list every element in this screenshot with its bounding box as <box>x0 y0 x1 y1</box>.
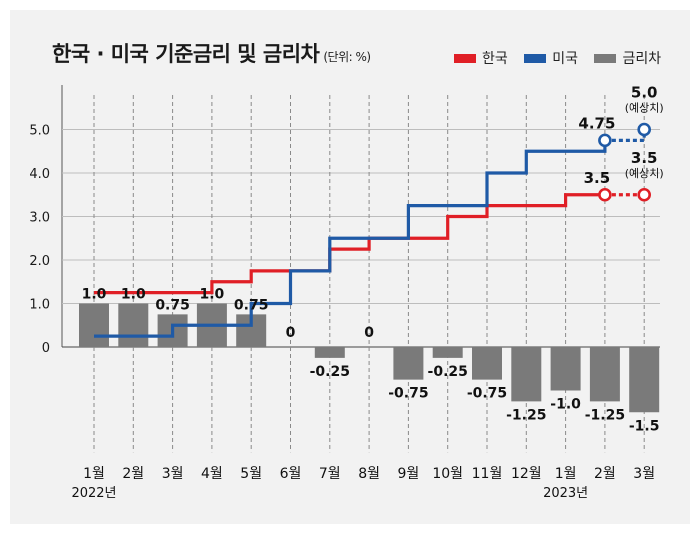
spread-bar <box>629 347 660 413</box>
spread-bar <box>472 347 502 380</box>
legend-label-us: 미국 <box>552 51 578 67</box>
spread-value-label: 1.0 <box>121 287 146 303</box>
x-tick-label: 3월 <box>633 466 655 482</box>
rate-marker-korea <box>637 187 652 202</box>
x-tick-label: 9월 <box>398 466 420 482</box>
legend-item-korea: 한국 <box>454 48 508 68</box>
spread-bar <box>511 347 542 402</box>
legend: 한국 미국 금리차 <box>454 48 673 68</box>
rate-line-korea <box>94 193 605 295</box>
y-tick-label: 5.0 <box>29 124 50 139</box>
year-label: 2023년 <box>543 486 588 501</box>
annotation-note-us: (예상치) <box>625 102 664 115</box>
unit-label: (단위: %) <box>323 50 371 64</box>
chart-title: 한국 · 미국 기준금리 및 금리차 (단위: %) <box>52 38 371 68</box>
y-tick-label: 3.0 <box>29 211 50 226</box>
annotation-value-korea: 3.5 <box>631 149 658 167</box>
annotation-value-us: 5.0 <box>631 84 658 102</box>
x-tick-label: 2월 <box>594 466 616 482</box>
spread-bar <box>432 347 463 358</box>
spread-value-label: 0.75 <box>234 297 269 313</box>
chart-title-text: 한국 · 미국 기준금리 및 금리차 <box>52 42 320 66</box>
spread-value-label: -0.75 <box>388 386 428 402</box>
rate-marker-us <box>637 122 652 137</box>
spread-bar <box>118 303 149 347</box>
legend-label-spread: 금리차 <box>622 51 662 67</box>
x-tick-label: 7월 <box>319 466 341 482</box>
rate-marker-korea <box>598 187 612 202</box>
spread-value-label: 1.0 <box>82 287 107 303</box>
spread-value-label: 0 <box>286 325 296 341</box>
spread-bar <box>550 347 581 391</box>
year-label: 2022년 <box>71 486 116 501</box>
spread-value-label: -1.0 <box>550 397 581 413</box>
x-tick-label: 10월 <box>432 466 463 482</box>
annotation-value-korea: 3.5 <box>584 169 611 187</box>
y-tick-label: 4.0 <box>29 167 50 182</box>
x-tick-label: 1월 <box>555 466 577 482</box>
spread-bar <box>314 347 345 358</box>
spread-value-label: -1.5 <box>629 418 660 434</box>
y-tick-label: 2.0 <box>29 254 50 269</box>
legend-item-spread: 금리차 <box>594 48 661 68</box>
spread-bar <box>589 347 620 402</box>
y-tick-label: 0 <box>42 341 50 356</box>
annotation-value-us: 4.75 <box>578 114 615 132</box>
rate-marker-us <box>598 133 612 148</box>
spread-value-label: 0.75 <box>155 297 190 313</box>
spread-bar <box>79 303 109 347</box>
rate-line-us <box>94 140 607 338</box>
spread-value-label: -1.25 <box>585 407 625 423</box>
chart-panel <box>10 10 690 524</box>
spread-value-label: -0.25 <box>428 364 468 380</box>
x-tick-label: 5월 <box>240 466 262 482</box>
legend-swatch-us <box>524 53 547 63</box>
x-tick-label: 11월 <box>472 466 503 482</box>
spread-value-label: 0 <box>364 325 374 341</box>
x-tick-label: 4월 <box>201 466 223 482</box>
legend-swatch-spread <box>594 53 617 63</box>
annotation-note-korea: (예상치) <box>625 167 664 180</box>
x-tick-label: 12월 <box>511 466 542 482</box>
legend-swatch-korea <box>454 53 476 63</box>
spread-value-label: -0.25 <box>310 364 350 380</box>
spread-value-label: -0.75 <box>467 386 507 402</box>
x-tick-label: 2월 <box>122 466 144 482</box>
x-tick-label: 1월 <box>83 466 105 482</box>
spread-value-label: -1.25 <box>506 407 546 423</box>
x-tick-label: 6월 <box>280 466 302 482</box>
legend-label-korea: 한국 <box>482 51 508 67</box>
legend-item-us: 미국 <box>524 48 578 68</box>
spread-value-label: 1.0 <box>199 287 224 303</box>
spread-bar <box>393 347 424 380</box>
x-tick-label: 8월 <box>358 466 380 482</box>
y-tick-label: 1.0 <box>29 298 50 313</box>
x-tick-label: 3월 <box>162 466 184 482</box>
